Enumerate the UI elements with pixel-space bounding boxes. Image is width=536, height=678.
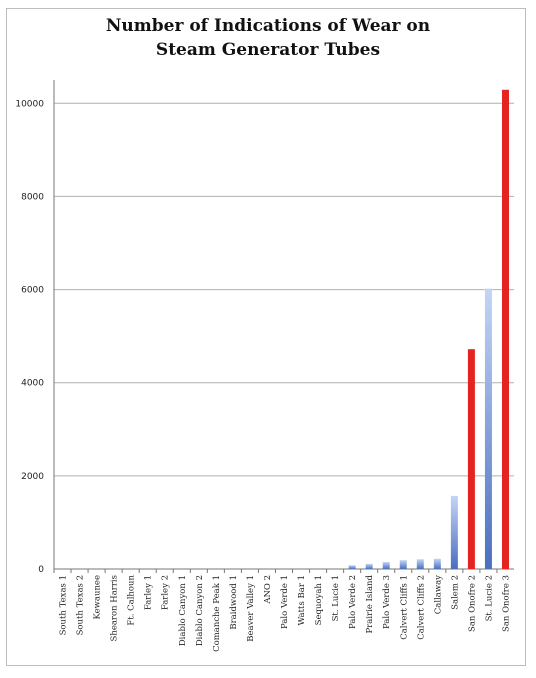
x-category-label: Watts Bar 1 [297,575,307,625]
chart-frame [6,8,526,666]
y-tick-label: 4000 [21,379,44,389]
bar [450,495,458,569]
x-category-label: Callaway [433,575,443,614]
bar [365,563,373,569]
chart-title-line-1: Number of Indications of Wear on [105,16,431,36]
x-category-label: Beaver Valley 1 [246,575,256,642]
x-category-label: Calvert Cliffs 2 [416,575,426,640]
bar [382,562,390,569]
bar [399,560,407,569]
x-category-label: Kewaunee [93,575,103,620]
x-category-label: Braidwood 1 [229,575,239,630]
x-category-label: Calvert Cliffs 1 [399,575,409,640]
x-category-label: Palo Verde 3 [382,575,392,629]
x-category-label: Salem 2 [450,575,460,610]
x-category-label: South Texas 2 [76,575,86,635]
chart-title: Number of Indications of Wear on Steam G… [0,14,536,62]
x-category-label: ANO 2 [263,575,273,605]
bar [348,565,356,569]
x-category-label: Comanche Peak 1 [212,575,222,652]
x-category-label: St. Lucie 2 [484,575,494,621]
y-tick-label: 10000 [15,99,44,109]
x-category-label: Diablo Canyon 1 [178,575,188,646]
bar [467,349,475,569]
bar [501,89,509,569]
x-category-label: Palo Verde 2 [348,575,358,629]
x-category-label: Farley 1 [144,575,154,610]
bar [484,288,492,569]
chart-title-line-2: Steam Generator Tubes [155,40,381,60]
bar [433,558,441,569]
x-category-label: Farley 2 [161,575,171,610]
bar [416,559,424,569]
x-category-label: San Onofre 3 [501,575,511,632]
y-tick-label: 8000 [21,192,44,202]
x-category-label: Sequoyah 1 [314,575,324,625]
x-category-label: Prairie Island [365,574,375,633]
x-category-label: San Onofre 2 [467,575,477,632]
x-category-label: Diablo Canyon 2 [195,575,205,646]
x-category-label: Palo Verde 1 [280,575,290,629]
x-category-label: South Texas 1 [59,575,69,635]
x-category-label: Shearon Harris [110,575,120,641]
y-tick-label: 0 [38,565,44,575]
y-tick-label: 2000 [21,472,44,482]
x-category-label: Ft. Calhoun [127,574,137,625]
x-category-label: St. Lucie 1 [331,575,341,621]
y-tick-label: 6000 [21,286,44,296]
